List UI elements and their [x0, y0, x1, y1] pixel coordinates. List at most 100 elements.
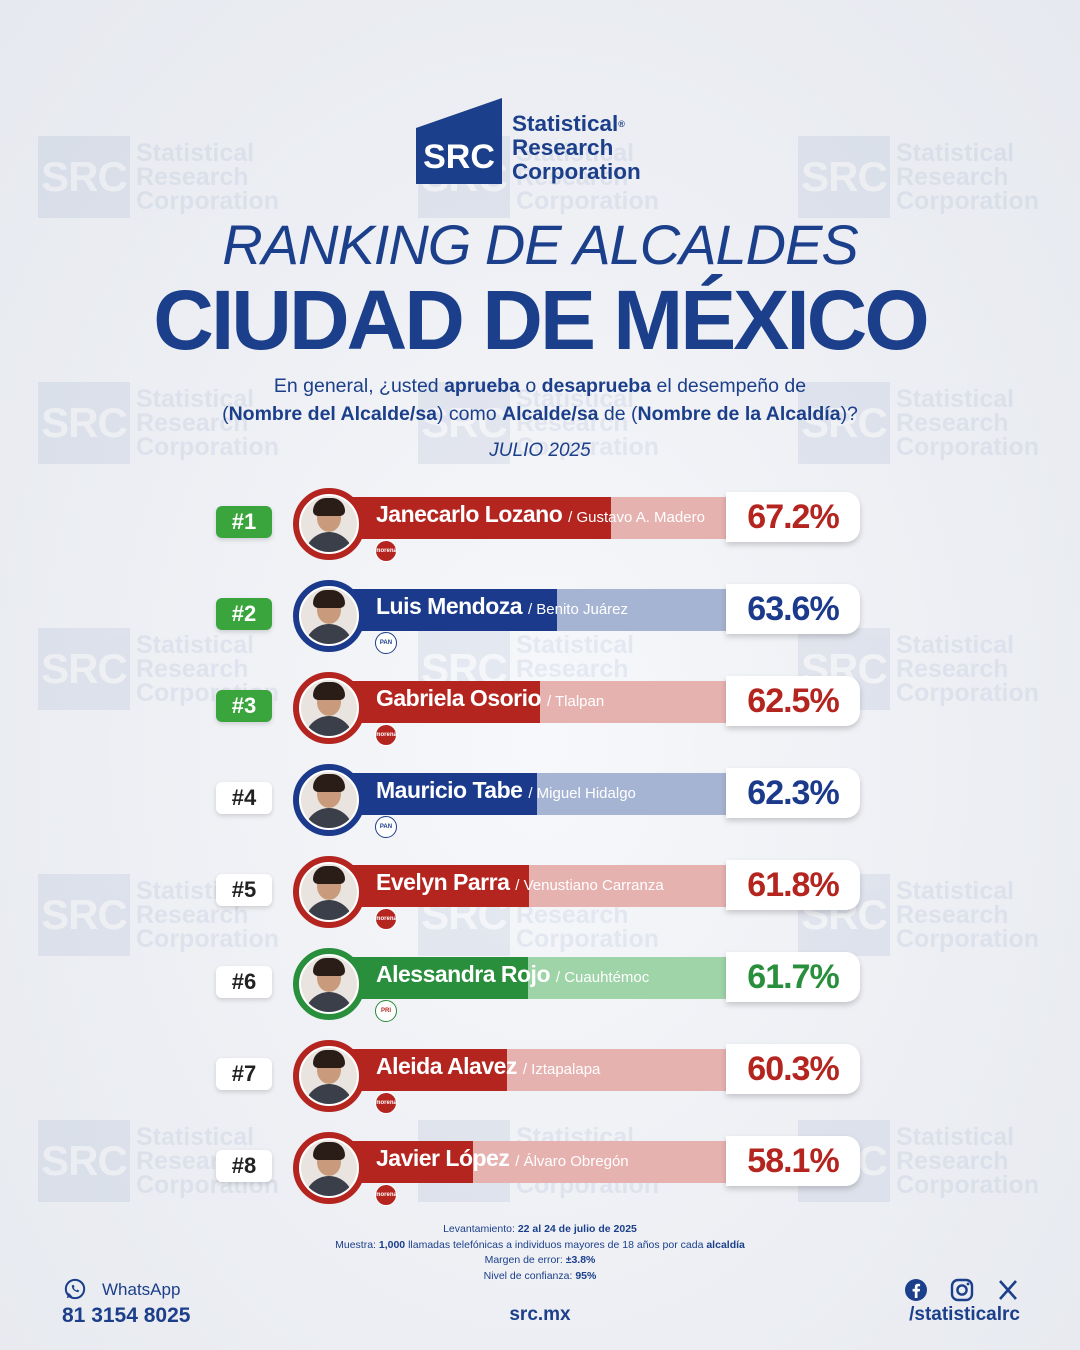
avatar-body	[305, 808, 353, 828]
rank-badge: #6	[216, 966, 272, 998]
watermark-mark: SRC	[798, 136, 890, 218]
watermark-mark: SRC	[38, 1120, 130, 1202]
approval-value: 62.3%	[726, 768, 860, 818]
bar-fill	[350, 865, 529, 907]
bar-fill	[350, 497, 611, 539]
avatar-photo	[301, 1140, 357, 1196]
ranking-row: #3 Gabriela Osorio / Tlalpan morena 62.5%	[0, 672, 1080, 768]
mayor-name: Alessandra Rojo / Cuauhtémoc	[376, 961, 649, 988]
avatar-hair	[313, 682, 345, 700]
title-line-2: CIUDAD DE MÉXICO	[153, 273, 929, 367]
bar-track	[350, 497, 730, 539]
bar-track	[350, 1141, 730, 1183]
mayor-name: Mauricio Tabe / Miguel Hidalgo	[376, 777, 636, 804]
bar-track	[350, 957, 730, 999]
rank-badge: #4	[216, 782, 272, 814]
website-link[interactable]: src.mx	[509, 1304, 571, 1325]
avatar	[293, 948, 365, 1020]
avatar-hair	[313, 958, 345, 976]
mayor-name: Gabriela Osorio / Tlalpan	[376, 685, 604, 712]
ranking-row: #1 Janecarlo Lozano / Gustavo A. Madero mo…	[0, 488, 1080, 584]
party-logo-icon: morena	[375, 1184, 397, 1206]
avatar-photo	[301, 772, 357, 828]
mayor-name-text: Evelyn Parra	[376, 869, 510, 895]
bar-fill	[350, 773, 537, 815]
approval-value: 62.5%	[726, 676, 860, 726]
rank-badge: #5	[216, 874, 272, 906]
party-logo-icon: morena	[375, 724, 397, 746]
bar-fill	[350, 589, 557, 631]
avatar-photo	[301, 680, 357, 736]
borough-name: / Álvaro Obregón	[515, 1153, 629, 1170]
borough-name: / Cuauhtémoc	[555, 969, 650, 986]
social-handle[interactable]: /statisticalrc	[909, 1304, 1020, 1325]
borough-name: / Gustavo A. Madero	[568, 509, 705, 526]
whatsapp-number[interactable]: 81 3154 8025	[62, 1304, 191, 1327]
mayor-name: Aleida Alavez / Iztapalapa	[376, 1053, 600, 1080]
avatar-hair	[313, 774, 345, 792]
party-logo-icon: morena	[375, 540, 397, 562]
avatar-hair	[313, 1050, 345, 1068]
mayor-name: Javier López / Álvaro Obregón	[376, 1145, 629, 1172]
watermark-mark: SRC	[38, 136, 130, 218]
ranking-row: #5 Evelyn Parra / Venustiano Carranza more…	[0, 856, 1080, 952]
approval-value: 61.7%	[726, 952, 860, 1002]
avatar	[293, 856, 365, 928]
avatar-photo	[301, 1048, 357, 1104]
avatar-body	[305, 992, 353, 1012]
survey-period: JULIO 2025	[489, 440, 591, 461]
whatsapp-icon[interactable]	[64, 1278, 86, 1300]
mayor-name-text: Janecarlo Lozano	[376, 501, 563, 527]
mayor-name-text: Javier López	[376, 1145, 510, 1171]
instagram-icon[interactable]	[950, 1278, 974, 1302]
avatar-body	[305, 1176, 353, 1196]
watermark-mark: SRC	[38, 628, 130, 710]
avatar-photo	[301, 496, 357, 552]
avatar-body	[305, 716, 353, 736]
borough-name: / Benito Juárez	[527, 601, 629, 618]
logo-wordmark: Statistical® Research Corporation	[512, 111, 641, 184]
borough-name: / Miguel Hidalgo	[528, 785, 636, 802]
mayor-name: Evelyn Parra / Venustiano Carranza	[376, 869, 664, 896]
mayor-name-text: Mauricio Tabe	[376, 777, 523, 803]
x-icon[interactable]	[999, 1280, 1017, 1300]
avatar	[293, 580, 365, 652]
facebook-icon[interactable]	[905, 1279, 927, 1301]
mayor-name-text: Aleida Alavez	[376, 1053, 517, 1079]
avatar-photo	[301, 864, 357, 920]
logo-abbr: SRC	[423, 138, 495, 176]
src-logo: SRC Statistical® Research Corporation	[416, 98, 676, 188]
avatar	[293, 488, 365, 560]
avatar	[293, 1132, 365, 1204]
bar-track	[350, 773, 730, 815]
avatar	[293, 672, 365, 744]
avatar-body	[305, 1084, 353, 1104]
avatar-body	[305, 532, 353, 552]
mayor-name-text: Alessandra Rojo	[376, 961, 551, 987]
ranking-row: #8 Javier López / Álvaro Obregón morena 58.…	[0, 1132, 1080, 1228]
bar-track	[350, 681, 730, 723]
approval-value: 58.1%	[726, 1136, 860, 1186]
ranking-row: #6 Alessandra Rojo / Cuauhtémoc PRI 61.7%	[0, 948, 1080, 1044]
approval-value: 67.2%	[726, 492, 860, 542]
party-logo-icon: morena	[375, 1092, 397, 1114]
ranking-row: #2 Luis Mendoza / Benito Juárez PAN 63.6%	[0, 580, 1080, 676]
avatar-photo	[301, 956, 357, 1012]
whatsapp-label[interactable]: WhatsApp	[102, 1280, 181, 1299]
bar-fill	[350, 1049, 507, 1091]
approval-value: 61.8%	[726, 860, 860, 910]
avatar-hair	[313, 498, 345, 516]
logo-mark: SRC	[416, 98, 502, 184]
watermark-mark: SRC	[38, 382, 130, 464]
mayor-name-text: Gabriela Osorio	[376, 685, 542, 711]
